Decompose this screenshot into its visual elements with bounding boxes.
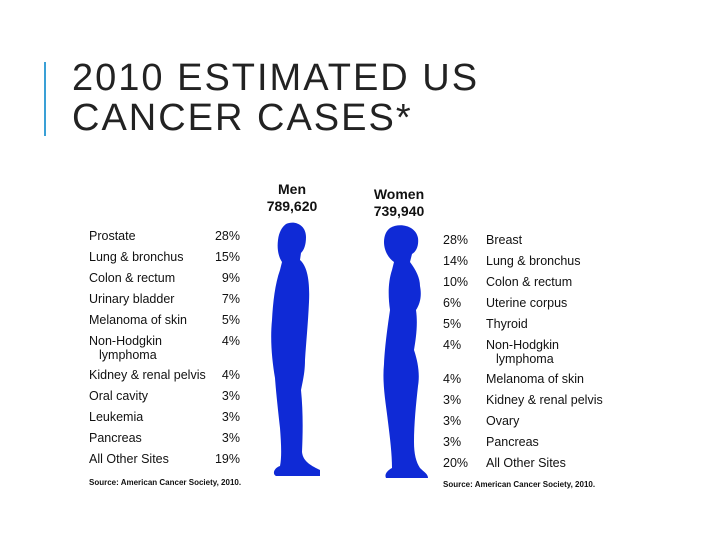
- women-row-label: Melanoma of skin: [486, 372, 636, 386]
- women-total: 739,940: [373, 203, 425, 219]
- men-row-percent: 19%: [214, 452, 240, 466]
- men-row-percent: 4%: [221, 334, 240, 348]
- site-name: Pancreas: [89, 431, 142, 445]
- women-row-label: Thyroid: [486, 317, 636, 331]
- site-name: Urinary bladder: [89, 292, 175, 306]
- men-row-label: Oral cavity: [89, 389, 209, 403]
- site-name: All Other Sites: [89, 452, 169, 466]
- men-row-percent: 3%: [221, 389, 240, 403]
- site-name: Uterine corpus: [486, 296, 568, 310]
- site-name: Pancreas: [486, 435, 539, 449]
- women-row-label: Ovary: [486, 414, 636, 428]
- women-row-label: Non-Hodgkin lymphoma: [486, 338, 636, 366]
- men-row-label: All Other Sites: [89, 452, 209, 466]
- men-row-label: Lung & bronchus: [89, 250, 209, 264]
- men-row-percent: 5%: [221, 313, 240, 327]
- men-row-percent: 3%: [221, 431, 240, 445]
- site-name: Melanoma of skin: [486, 372, 584, 386]
- site-name-continued: lymphoma: [496, 352, 554, 366]
- women-row-label: Kidney & renal pelvis: [486, 393, 636, 407]
- men-row-label: Colon & rectum: [89, 271, 209, 285]
- men-heading: Men 789,620: [262, 181, 322, 215]
- women-source-note: Source: American Cancer Society, 2010.: [443, 480, 596, 489]
- women-row-percent: 6%: [443, 296, 462, 310]
- site-name: Colon & rectum: [486, 275, 573, 289]
- men-row-label: Kidney & renal pelvis: [89, 368, 209, 382]
- title-line-2: CANCER CASES*: [72, 97, 413, 139]
- site-name: Lung & bronchus: [486, 254, 581, 268]
- men-heading-label: Men: [278, 181, 306, 197]
- site-name: Lung & bronchus: [89, 250, 184, 264]
- men-row-label: Non-Hodgkin lymphoma: [89, 334, 209, 362]
- site-name: Oral cavity: [89, 389, 149, 403]
- women-row-label: Pancreas: [486, 435, 636, 449]
- site-name: Melanoma of skin: [89, 313, 187, 327]
- women-row-percent: 28%: [443, 233, 469, 247]
- women-row-percent: 20%: [443, 456, 469, 470]
- men-row-percent: 15%: [214, 250, 240, 264]
- women-row-percent: 10%: [443, 275, 469, 289]
- men-row-label: Melanoma of skin: [89, 313, 209, 327]
- women-heading-label: Women: [373, 186, 425, 202]
- site-name-continued: lymphoma: [99, 348, 157, 362]
- slide-title: 2010 ESTIMATED US CANCER CASES*: [72, 58, 479, 138]
- women-heading: Women 739,940: [366, 186, 432, 220]
- women-row-percent: 5%: [443, 317, 462, 331]
- women-row-percent: 14%: [443, 254, 469, 268]
- site-name: Kidney & renal pelvis: [486, 393, 603, 407]
- men-row-percent: 4%: [221, 368, 240, 382]
- women-row-percent: 3%: [443, 414, 462, 428]
- women-row-percent: 4%: [443, 338, 462, 352]
- site-name: Ovary: [486, 414, 520, 428]
- men-row-percent: 3%: [221, 410, 240, 424]
- women-row-percent: 4%: [443, 372, 462, 386]
- site-name: Thyroid: [486, 317, 528, 331]
- site-name: Non-Hodgkin: [89, 334, 162, 348]
- women-row-percent: 3%: [443, 393, 462, 407]
- men-row-percent: 9%: [221, 271, 240, 285]
- accent-bar: [44, 62, 46, 136]
- women-row-percent: 3%: [443, 435, 462, 449]
- female-silhouette-icon: [383, 225, 428, 478]
- men-row-percent: 28%: [214, 229, 240, 243]
- site-name: Breast: [486, 233, 523, 247]
- site-name: Kidney & renal pelvis: [89, 368, 206, 382]
- women-row-label: Colon & rectum: [486, 275, 636, 289]
- men-row-label: Leukemia: [89, 410, 209, 424]
- title-line-1: 2010 ESTIMATED US: [72, 57, 480, 99]
- men-source-note: Source: American Cancer Society, 2010.: [89, 478, 242, 487]
- women-row-label: Uterine corpus: [486, 296, 636, 310]
- site-name: Colon & rectum: [89, 271, 176, 285]
- women-row-label: All Other Sites: [486, 456, 636, 470]
- women-row-label: Lung & bronchus: [486, 254, 636, 268]
- men-row-label: Urinary bladder: [89, 292, 209, 306]
- women-row-label: Breast: [486, 233, 636, 247]
- men-row-percent: 7%: [221, 292, 240, 306]
- male-silhouette-icon: [271, 222, 320, 476]
- men-row-label: Prostate: [89, 229, 209, 243]
- men-row-label: Pancreas: [89, 431, 209, 445]
- site-name: Leukemia: [89, 410, 144, 424]
- site-name: All Other Sites: [486, 456, 566, 470]
- site-name: Prostate: [89, 229, 136, 243]
- site-name: Non-Hodgkin: [486, 338, 559, 352]
- men-total: 789,620: [266, 198, 318, 214]
